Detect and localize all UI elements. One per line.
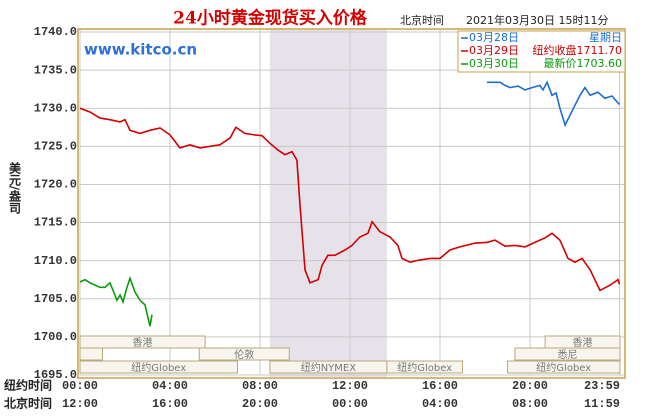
y-tick-label: 1725.0 <box>34 140 77 154</box>
legend-note: 纽约收盘1711.70 <box>533 43 623 57</box>
legend-label: 03月29日 <box>469 44 519 57</box>
y-tick-label: 1720.0 <box>34 178 77 192</box>
highlight-band <box>269 30 387 377</box>
session-label: 香港 <box>573 337 593 349</box>
chart-title: 24小时黄金现货买入价格 <box>173 8 368 29</box>
legend-note: 最新价1703.60 <box>544 56 623 70</box>
y-tick-label: 1730.0 <box>34 101 77 115</box>
legend-label: 03月28日 <box>469 31 519 44</box>
x-tick-label: 23:59 <box>584 379 620 393</box>
x2-tick-label: 12:00 <box>62 397 98 411</box>
session-label: 纽约NYMEX <box>301 361 357 374</box>
series-line <box>79 107 621 292</box>
session-box <box>79 360 238 374</box>
x-tick-label: 00:00 <box>62 379 98 393</box>
watermark: www.kitco.cn <box>84 41 197 59</box>
x-tick-label: 16:00 <box>422 379 458 393</box>
x2-tick-label: 11:59 <box>584 397 620 411</box>
x-tick-label: 12:00 <box>332 379 368 393</box>
x-axis-label: 纽约时间 <box>4 378 52 393</box>
y-tick-label: 1740.0 <box>34 25 77 39</box>
series-line <box>79 275 153 327</box>
session-label: 纽约Globex <box>397 361 452 374</box>
session-box <box>79 347 103 361</box>
x2-tick-label: 08:00 <box>512 397 548 411</box>
session-box <box>514 347 621 361</box>
session-box <box>507 360 621 374</box>
session-label: 香港 <box>133 337 153 349</box>
x-tick-label: 20:00 <box>512 379 548 393</box>
time-zone: 北京时间 <box>400 13 444 27</box>
session-box <box>79 335 206 349</box>
y-tick-label: 1705.0 <box>34 292 77 306</box>
y-axis-label: 美元/盎司 <box>8 160 22 214</box>
session-label: 纽约Globex <box>536 361 591 374</box>
x-tick-label: 04:00 <box>152 379 188 393</box>
session-label: 纽约Globex <box>131 361 186 374</box>
x2-tick-label: 04:00 <box>422 397 458 411</box>
y-tick-label: 1695.0 <box>34 368 77 382</box>
session-box <box>386 360 463 374</box>
session-label: 伦敦 <box>234 348 254 361</box>
legend-note: 星期日 <box>589 31 622 44</box>
x2-axis-label: 北京时间 <box>4 396 52 411</box>
session-box <box>198 347 290 361</box>
timestamp: 2021年03月30日 15时11分 <box>466 13 608 27</box>
session-label: 悉尼 <box>557 349 577 361</box>
x2-tick-label: 20:00 <box>242 397 278 411</box>
y-tick-label: 1710.0 <box>34 254 77 268</box>
y-tick-label: 1715.0 <box>34 216 77 230</box>
series-line <box>487 80 621 128</box>
legend-box <box>457 30 626 73</box>
legend-label: 03月30日 <box>469 57 519 70</box>
y-tick-label: 1700.0 <box>34 330 77 344</box>
x2-tick-label: 16:00 <box>152 397 188 411</box>
x-tick-label: 08:00 <box>242 379 278 393</box>
y-tick-label: 1735.0 <box>34 63 77 77</box>
legend: 03月28日 星期日 03月29日 纽约收盘1711.70 03月30日 最新价1703.… <box>457 30 626 73</box>
x2-tick-label: 00:00 <box>332 397 368 411</box>
